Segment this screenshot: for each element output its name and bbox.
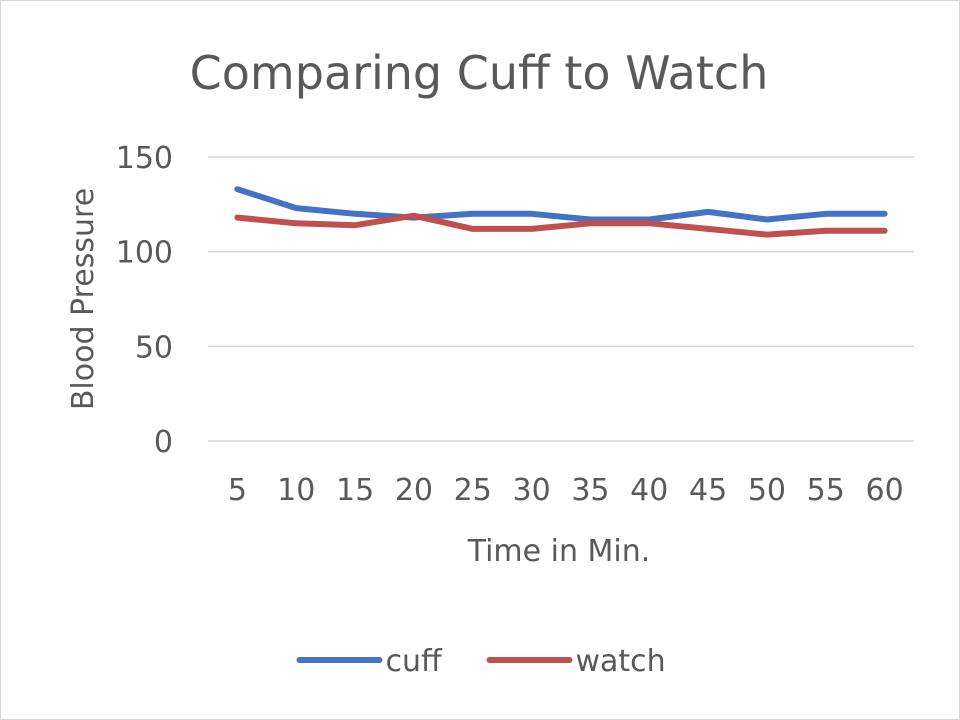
x-tick-label: 45 (689, 473, 727, 508)
y-tick-label: 150 (116, 141, 173, 176)
y-tick-labels: 0 50 100 150 (116, 141, 173, 460)
x-tick-label: 25 (454, 473, 492, 508)
x-tick-label: 30 (512, 473, 550, 508)
x-tick-label: 40 (630, 473, 668, 508)
y-tick-label: 50 (135, 330, 173, 365)
series-line-watch (234, 212, 888, 238)
x-tick-label: 35 (571, 473, 609, 508)
gridlines (208, 156, 914, 442)
y-tick-label: 100 (116, 236, 173, 271)
x-axis-label: Time in Min. (467, 534, 651, 569)
x-tick-label: 55 (807, 473, 845, 508)
x-tick-label: 5 (228, 473, 247, 508)
x-tick-label: 60 (865, 473, 903, 508)
y-tick-label: 0 (154, 425, 173, 460)
x-tick-label: 15 (336, 473, 374, 508)
chart-title: Comparing Cuff to Watch (190, 46, 769, 100)
x-tick-label: 50 (748, 473, 786, 508)
series-line-cuff (234, 186, 888, 223)
legend: cuff watch (296, 644, 666, 679)
x-tick-label: 20 (395, 473, 433, 508)
legend-label-cuff: cuff (386, 644, 444, 679)
x-tick-labels: 5 10 15 20 25 30 35 40 45 50 55 60 (228, 473, 904, 508)
legend-label-watch: watch (576, 644, 666, 679)
y-axis-label: Blood Pressure (66, 188, 101, 410)
series-lines (234, 186, 888, 238)
x-tick-label: 10 (277, 473, 315, 508)
